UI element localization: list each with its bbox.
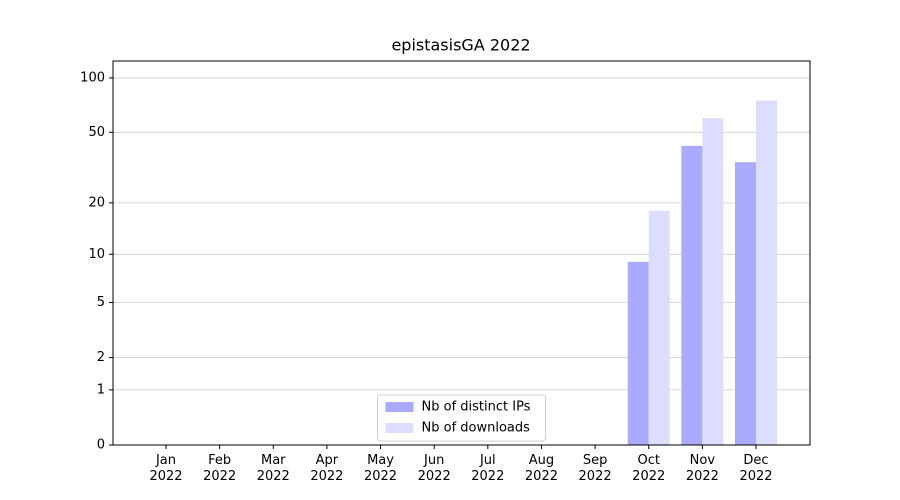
legend-label: Nb of downloads bbox=[422, 421, 531, 436]
y-tick-label: 5 bbox=[97, 295, 105, 310]
x-tick-label: Mar 2022 bbox=[256, 453, 290, 484]
x-tick-label: Jun 2022 bbox=[417, 453, 451, 484]
x-tick-label: Apr 2022 bbox=[310, 453, 344, 484]
x-tick-label: Jan 2022 bbox=[149, 453, 183, 484]
bar bbox=[756, 100, 777, 446]
x-tick-label: Jul 2022 bbox=[471, 453, 505, 484]
y-tick-label: 1 bbox=[97, 382, 105, 397]
x-tick-label: Dec 2022 bbox=[739, 453, 773, 484]
x-tick-label: May 2022 bbox=[363, 453, 398, 484]
x-tick-label: Oct 2022 bbox=[632, 453, 666, 484]
x-tick-label: Feb 2022 bbox=[203, 453, 237, 484]
bar bbox=[681, 145, 703, 445]
y-tick-label: 0 bbox=[97, 438, 105, 453]
y-tick-label: 100 bbox=[80, 70, 105, 85]
legend-label: Nb of distinct IPs bbox=[422, 400, 531, 415]
legend-swatch bbox=[385, 402, 414, 412]
chart-title: epistasisGA 2022 bbox=[391, 36, 530, 55]
plot-frame bbox=[112, 60, 811, 446]
x-tick-label: Sep 2022 bbox=[578, 453, 612, 484]
legend-box bbox=[377, 394, 546, 442]
bar bbox=[702, 118, 724, 445]
y-tick-label: 2 bbox=[97, 350, 105, 365]
bar bbox=[648, 210, 670, 445]
y-tick-label: 20 bbox=[88, 195, 105, 210]
bar bbox=[627, 261, 649, 445]
y-tick-label: 10 bbox=[88, 247, 105, 262]
bar bbox=[735, 162, 756, 446]
x-tick-label: Aug 2022 bbox=[524, 453, 558, 484]
x-tick-label: Nov 2022 bbox=[685, 453, 719, 484]
legend-swatch bbox=[385, 423, 414, 433]
y-tick-label: 50 bbox=[88, 125, 105, 140]
